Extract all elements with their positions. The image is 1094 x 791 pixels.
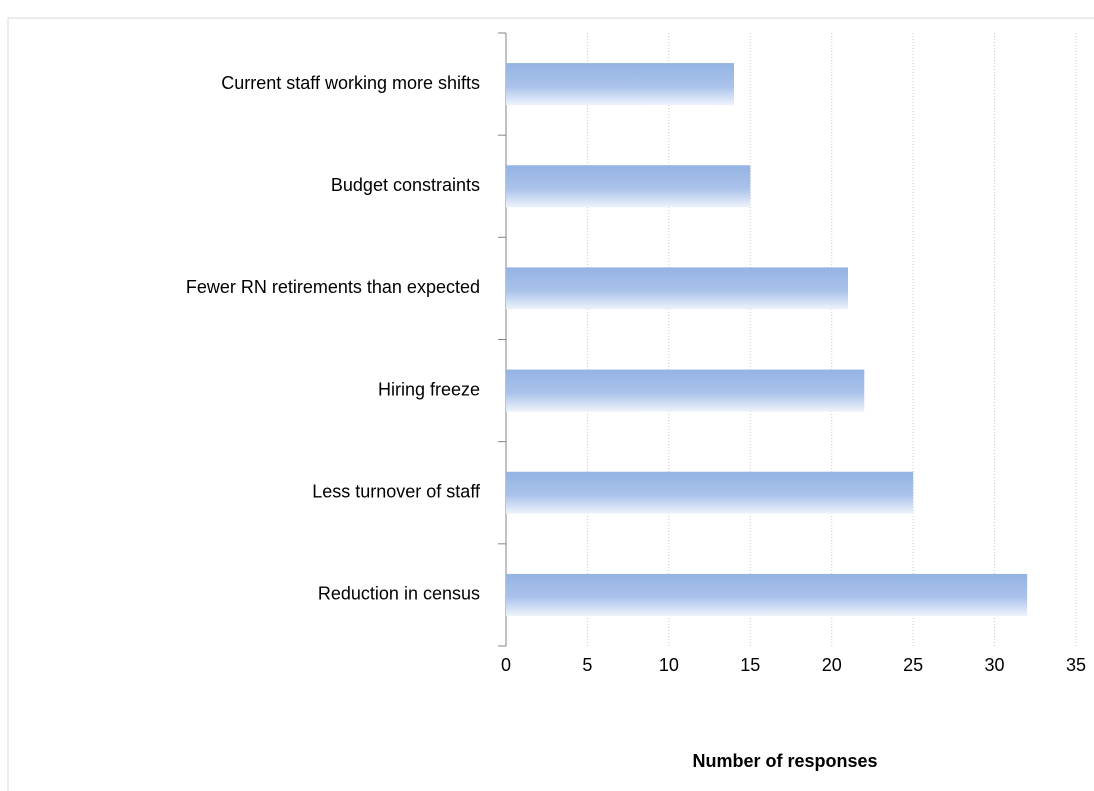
bar (506, 63, 734, 106)
y-tick-label: Reduction in census (318, 584, 480, 604)
chart-frame (7, 17, 1094, 791)
x-tick-label: 5 (582, 655, 592, 675)
x-tick-label: 25 (903, 655, 923, 675)
x-axis-label: Number of responses (692, 751, 877, 771)
bar (506, 267, 848, 310)
bar (506, 369, 865, 412)
x-tick-label: 30 (985, 655, 1005, 675)
x-tick-label: 10 (659, 655, 679, 675)
y-tick-label: Hiring freeze (378, 379, 480, 399)
x-tick-label: 15 (740, 655, 760, 675)
bar (506, 573, 1028, 616)
y-tick-label: Less turnover of staff (312, 482, 481, 502)
x-tick-label: 35 (1066, 655, 1086, 675)
y-tick-label: Fewer RN retirements than expected (186, 277, 480, 297)
y-tick-label: Budget constraints (331, 175, 480, 195)
bar (506, 471, 914, 514)
x-tick-label: 20 (822, 655, 842, 675)
y-tick-label: Current staff working more shifts (221, 73, 480, 93)
x-tick-label: 0 (501, 655, 511, 675)
bar (506, 165, 751, 208)
